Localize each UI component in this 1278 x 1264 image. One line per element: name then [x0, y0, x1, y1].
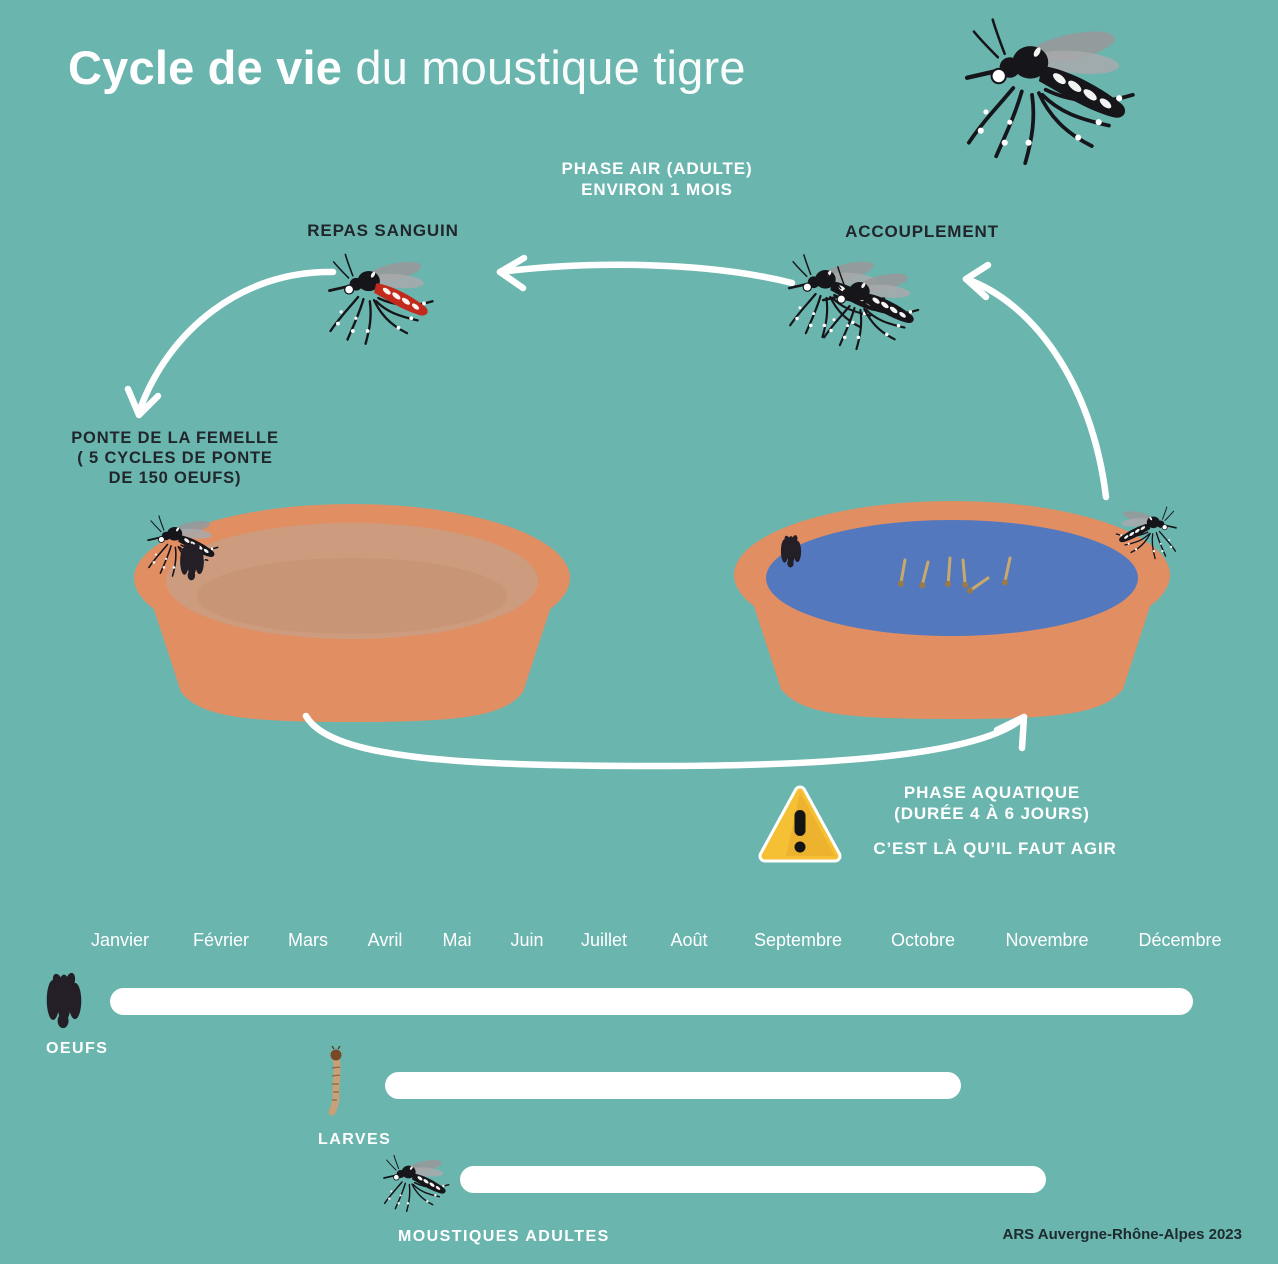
- egg-cluster-icon: [46, 971, 82, 1029]
- credit-text: ARS Auvergne-Rhône-Alpes 2023: [1002, 1226, 1242, 1243]
- ponte-line1: PONTE DE LA FEMELLE: [71, 429, 279, 447]
- title-light: du moustique tigre: [355, 41, 746, 94]
- ponte-label: PONTE DE LA FEMELLE ( 5 CYCLES DE PONTE …: [71, 428, 279, 488]
- phase-air-line1: PHASE AIR (ADULTE): [561, 159, 753, 178]
- month-janvier: Janvier: [90, 930, 150, 950]
- month-juin: Juin: [510, 930, 544, 950]
- phase-air-label: PHASE AIR (ADULTE) ENVIRON 1 MOIS: [562, 158, 753, 200]
- arrow-repas-to-ponte: [124, 268, 337, 419]
- row-label-oeufs: OEUFS: [46, 1040, 109, 1057]
- phase-aquatique-line2: (DURÉE 4 À 6 JOURS): [894, 804, 1090, 823]
- month-decembre: Décembre: [1138, 930, 1222, 950]
- arrow-accouplement-to-repas: [496, 254, 796, 292]
- warning-icon: [758, 785, 842, 863]
- month-mars: Mars: [288, 930, 328, 950]
- month-avril: Avril: [367, 930, 403, 950]
- month-juillet: Juillet: [580, 930, 628, 950]
- timeline-bar-oeufs: [110, 988, 1193, 1015]
- month-novembre: Novembre: [1005, 930, 1089, 950]
- phase-aquatique-line1: PHASE AQUATIQUE: [903, 783, 1081, 802]
- left-pot: [134, 504, 570, 722]
- accouplement-label: ACCOUPLEMENT: [845, 222, 999, 241]
- month-mai: Mai: [442, 930, 472, 950]
- timeline-bar-larves: [385, 1072, 961, 1099]
- tiger-mosquito-icon: [967, 20, 1133, 164]
- arrow-aquatic-to-accouplement: [962, 261, 1110, 501]
- ponte-line2: ( 5 CYCLES DE PONTE: [77, 449, 273, 467]
- right-pot: [734, 501, 1170, 719]
- page-title: Cycle de vie du moustique tigre: [68, 40, 746, 95]
- month-octobre: Octobre: [890, 930, 956, 950]
- mating-mosquitoes-icon: [787, 253, 920, 351]
- month-fevrier: Février: [192, 930, 250, 950]
- timeline-bar-adultes: [460, 1166, 1046, 1193]
- ponte-line3: DE 150 OEUFS): [108, 469, 242, 487]
- month-aout: Août: [670, 930, 708, 950]
- blood-fed-mosquito-icon: [328, 253, 434, 346]
- month-septembre: Septembre: [753, 930, 843, 950]
- arrow-ponte-to-aquatic: [302, 712, 1028, 770]
- title-bold: Cycle de vie: [68, 41, 343, 94]
- repas-sanguin-label: REPAS SANGUIN: [307, 221, 459, 240]
- phase-aquatique-cta: C’EST LÀ QU’IL FAUT AGIR: [873, 839, 1117, 858]
- phase-air-line2: ENVIRON 1 MOIS: [581, 180, 733, 199]
- adult-mosquito-icon: [383, 1154, 450, 1213]
- row-label-adultes: MOUSTIQUES ADULTES: [398, 1228, 610, 1245]
- larva-icon: [331, 1046, 342, 1112]
- phase-aquatique-label: PHASE AQUATIQUE (DURÉE 4 À 6 JOURS): [894, 782, 1090, 824]
- row-label-larves: LARVES: [318, 1131, 392, 1148]
- water-larvae-icons: [897, 556, 1012, 594]
